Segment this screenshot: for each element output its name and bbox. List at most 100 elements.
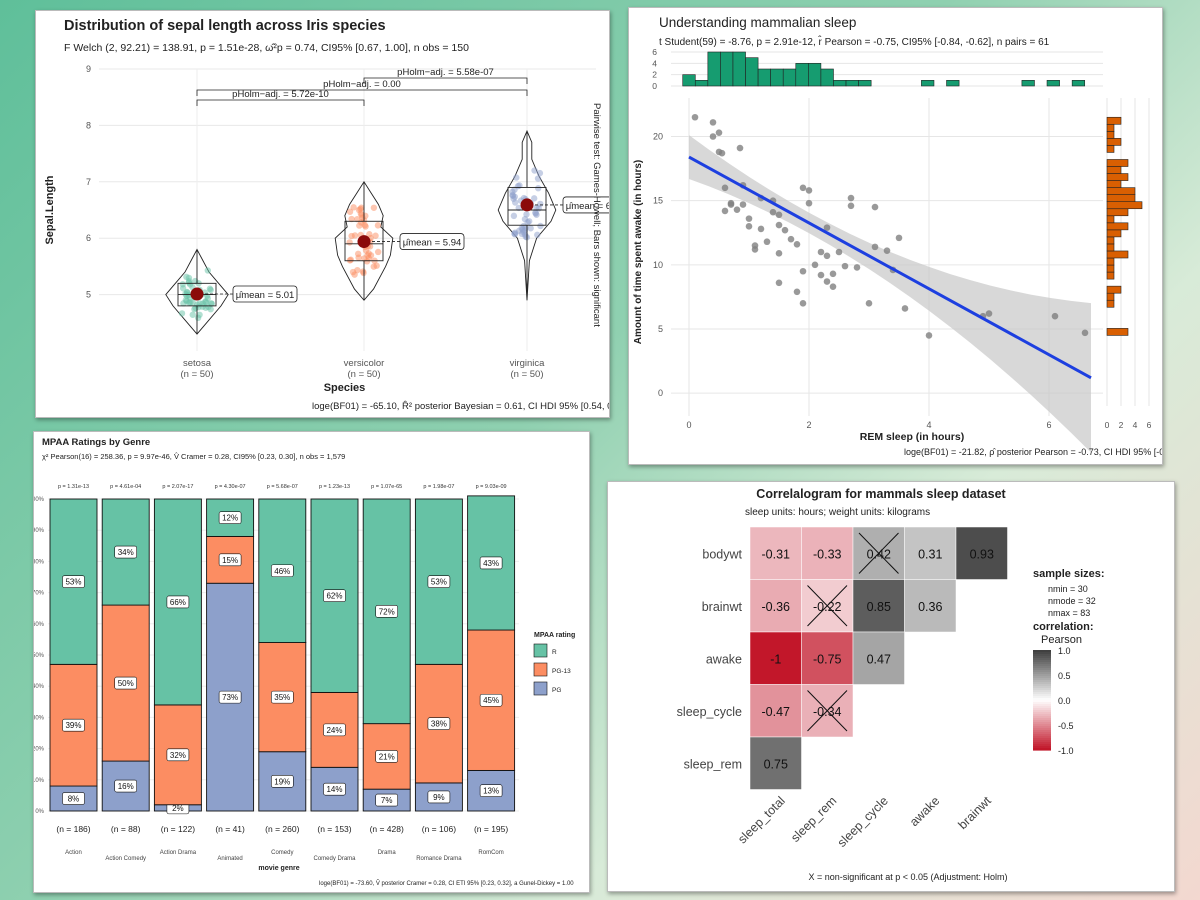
bar-label-box: [114, 676, 137, 690]
x-hist-bar: [694, 80, 709, 87]
y-hist-bar: [1106, 131, 1115, 139]
y-tick-label: 5: [86, 290, 91, 300]
data-point: [829, 270, 837, 278]
x-hist-bar: [845, 80, 859, 87]
data-point: [823, 278, 831, 285]
row-label: brainwt: [702, 600, 743, 614]
data-point: [871, 203, 879, 211]
legend-gradient-step: [1033, 696, 1051, 699]
x-hist-bar: [808, 63, 822, 87]
data-point: [721, 207, 729, 215]
bar-label-box: [479, 556, 503, 570]
heatmap-cell: [749, 684, 802, 738]
data-point: [925, 332, 933, 339]
row-label: sleep_rem: [684, 757, 742, 771]
sleep-scatter-panel: Understanding mammalian sleep t Student(5…: [628, 7, 1163, 465]
data-point: [775, 221, 783, 229]
legend-gradient-step: [1033, 658, 1051, 661]
hist-tick-label: 2: [652, 70, 657, 80]
legend-gradient-step: [1033, 654, 1051, 657]
legend-gradient-step: [1033, 688, 1051, 691]
y-hist-bar: [1106, 173, 1129, 181]
data-point: [512, 199, 519, 206]
mean-label: μ̂mean = 5.94: [403, 238, 462, 249]
legend-gradient-step: [1033, 748, 1051, 751]
bar-label: 9%: [433, 793, 445, 802]
x-tick-label: Drama: [378, 850, 397, 856]
heatmap-cell: [801, 631, 854, 685]
chart-title: Correlalogram for mammals sleep dataset: [756, 487, 1006, 501]
legend-gradient-step: [1033, 724, 1051, 727]
data-point: [1051, 312, 1059, 320]
legend-tick-label: -1.0: [1058, 746, 1074, 756]
bar-label-box: [114, 779, 137, 793]
legend-gradient-step: [1033, 690, 1051, 693]
box-virginica: [507, 186, 547, 226]
y-tick-label: 9: [86, 64, 91, 74]
cell-label: -0.47: [762, 705, 791, 719]
data-point: [189, 311, 196, 318]
data-point: [841, 262, 849, 270]
cell-label: 0.75: [764, 757, 788, 771]
y-hist-bar: [1106, 215, 1115, 224]
cell-label: 0.36: [918, 600, 942, 614]
cell-label: -0.31: [762, 547, 791, 561]
data-point: [183, 273, 190, 281]
data-point: [853, 264, 861, 271]
bar-label: 38%: [431, 720, 447, 729]
x-hist-bar: [858, 80, 872, 87]
mean-label-box: [562, 196, 609, 214]
legend-gradient-step: [1033, 692, 1051, 695]
bar-label: 21%: [379, 752, 395, 761]
y-axis-label: Sepal.Length: [44, 175, 56, 244]
data-point: [709, 119, 717, 126]
x-tick-label: RomCom: [478, 850, 503, 856]
data-point: [739, 201, 747, 208]
x-tick-label: Action: [65, 850, 82, 856]
cell-label: -0.34: [813, 705, 842, 719]
mean-label-box: [232, 285, 298, 303]
data-point: [817, 271, 825, 279]
n-label: (n = 41): [215, 824, 245, 834]
y-tick-label: 80%: [34, 559, 45, 565]
x-hist-bar: [1046, 80, 1060, 87]
cell-label: -1: [770, 652, 781, 666]
data-point: [189, 299, 196, 306]
y-hist-bar: [1106, 145, 1115, 153]
bar-label-box: [323, 723, 346, 737]
y-tick-label: 40%: [34, 684, 45, 690]
legend-gradient-step: [1033, 678, 1051, 681]
n-label: (n = 88): [111, 824, 141, 834]
legend-gradient-step: [1033, 704, 1051, 707]
legend-gradient-step: [1033, 746, 1051, 749]
mpaa-bar-panel: MPAA Ratings by Genre χ² Pearson(16) = 25…: [33, 431, 590, 893]
data-point: [362, 247, 370, 254]
legend-gradient-step: [1033, 708, 1051, 711]
bar-label: 45%: [483, 696, 499, 705]
comparison-bracket: [196, 89, 528, 96]
hist-tick-label: 0: [1105, 420, 1110, 430]
legend-swatch-PG-13: [533, 662, 548, 677]
legend-gradient-step: [1033, 702, 1051, 705]
data-point: [370, 204, 378, 211]
chart-title: Distribution of sepal length across Iris…: [64, 18, 386, 34]
data-point: [536, 169, 544, 177]
data-point: [718, 149, 726, 157]
y-hist-bar: [1106, 250, 1129, 259]
legend-gradient-step: [1033, 726, 1051, 729]
n-label: (n = 186): [56, 824, 90, 834]
row-label: sleep_cycle: [677, 705, 742, 719]
data-point: [751, 242, 759, 249]
legend-tick-label: 0.0: [1058, 696, 1071, 706]
data-point: [532, 210, 539, 217]
violin-virginica: [497, 129, 557, 301]
bar-label-box: [271, 690, 294, 704]
legend-gradient-step: [1033, 714, 1051, 717]
x-tick-label: Animated: [217, 856, 242, 862]
bar-label: 53%: [431, 578, 447, 587]
mean-label: μ̂mean = 6.59: [566, 201, 609, 212]
data-point: [823, 224, 831, 231]
n-label: (n = 153): [317, 824, 351, 834]
bar-label: 53%: [65, 578, 81, 587]
data-point: [525, 218, 533, 225]
